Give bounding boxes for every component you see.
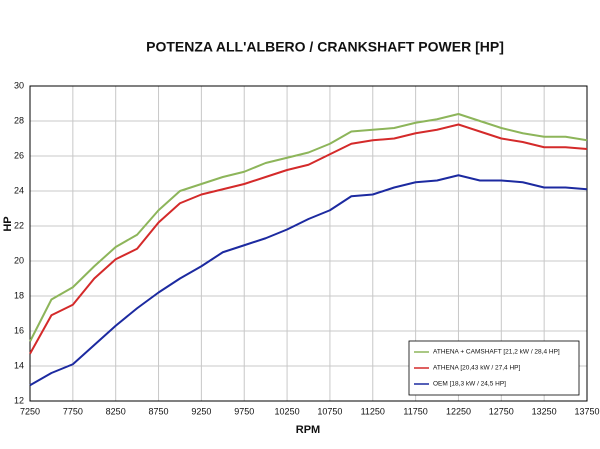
y-tick-label: 24 [14,185,24,195]
legend-label: OEM [18,3 kW / 24,5 HP] [433,381,506,388]
x-axis-label: RPM [296,424,320,436]
x-tick-label: 11750 [403,406,427,416]
y-tick-label: 16 [14,325,24,335]
y-tick-label: 22 [14,220,24,230]
y-tick-label: 12 [14,395,24,405]
y-tick-label: 30 [14,80,24,90]
x-tick-label: 13750 [574,406,599,416]
x-tick-label: 9250 [191,406,211,416]
y-tick-label: 26 [14,150,24,160]
x-tick-label: 11250 [361,406,385,416]
legend-box [408,340,580,396]
plot-frame [29,85,588,402]
x-tick-label: 13250 [532,406,557,416]
x-tick-label: 10750 [317,406,342,416]
y-tick-label: 14 [14,360,24,370]
x-tick-label: 9750 [234,406,254,416]
x-tick-label: 7250 [20,406,40,416]
y-tick-label: 20 [14,255,24,265]
series-line [29,123,588,355]
legend-label: ATHENA [20,43 kW / 27,4 HP] [433,365,520,372]
series-line [29,174,588,387]
x-tick-label: 12750 [489,406,514,416]
x-tick-label: 8750 [149,406,169,416]
y-axis-label: HP [2,216,14,231]
chart-title: POTENZA ALL'ALBERO / CRANKSHAFT POWER [H… [146,39,504,55]
x-tick-label: 8250 [106,406,126,416]
x-tick-label: 7750 [63,406,83,416]
series-line [29,113,588,342]
x-tick-label: 12250 [446,406,471,416]
x-tick-label: 10250 [275,406,300,416]
legend-label: ATHENA + CAMSHAFT [21,2 kW / 28,4 HP] [433,349,560,356]
y-tick-label: 18 [14,290,24,300]
y-tick-label: 28 [14,115,24,125]
